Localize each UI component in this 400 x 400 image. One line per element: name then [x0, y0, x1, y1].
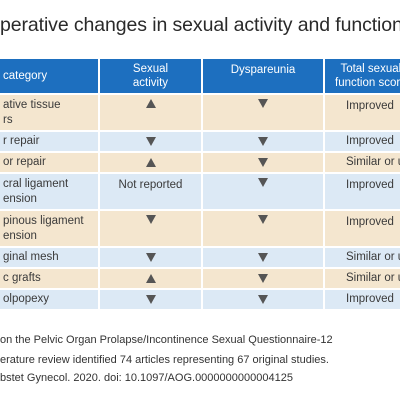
arrow-down-icon: [258, 178, 268, 187]
arrow-down-icon: [145, 137, 156, 146]
footnote-line: on the Pelvic Organ Prolapse/Incontinenc…: [0, 334, 333, 346]
row-category: or repair: [0, 153, 98, 172]
header-total-score: Total sexual function score: [325, 59, 400, 93]
arrow-down-icon: [145, 295, 156, 304]
row-dyspareunia: [203, 290, 323, 309]
table-row: pinous ligament ension Improved: [0, 211, 400, 246]
row-dyspareunia: [203, 211, 323, 246]
row-sexual-activity: [100, 248, 201, 267]
table-row: cral ligament ension Not reported Improved: [0, 174, 400, 209]
row-category: ginal mesh: [0, 248, 98, 267]
row-sexual-activity: [100, 132, 201, 151]
header-category: category: [0, 59, 98, 93]
arrow-down-icon: [258, 215, 268, 224]
row-sexual-activity: [100, 153, 201, 172]
table-row: ginal mesh Similar or unchan: [0, 248, 400, 267]
row-total-score: Improved: [325, 95, 400, 130]
row-total-score: Similar or unchan: [325, 248, 400, 267]
table-row: or repair Similar or unchan: [0, 153, 400, 172]
row-category: olpopexy: [0, 290, 98, 309]
table-row: olpopexy Improved: [0, 290, 400, 309]
row-total-score: Similar or unchan: [325, 153, 400, 172]
row-total-score: Improved: [325, 174, 400, 209]
row-total-score: Similar or unchan: [325, 269, 400, 288]
header-dyspareunia: Dyspareunia: [203, 59, 323, 93]
arrow-down-icon: [258, 158, 268, 167]
footnote-line: bstet Gynecol. 2020. doi: 10.1097/AOG.00…: [0, 372, 293, 384]
row-total-score: Improved: [325, 132, 400, 151]
row-category: r repair: [0, 132, 98, 151]
row-dyspareunia: [203, 174, 323, 209]
table-row: ative tissue rs Improved: [0, 95, 400, 130]
arrow-down-icon: [258, 274, 268, 283]
row-dyspareunia: [203, 153, 323, 172]
table-row: r repair Improved: [0, 132, 400, 151]
row-category: pinous ligament ension: [0, 211, 98, 246]
arrow-down-icon: [145, 253, 156, 262]
row-dyspareunia: [203, 269, 323, 288]
table-title: perative changes in sexual activity and …: [0, 14, 400, 36]
row-dyspareunia: [203, 95, 323, 130]
row-total-score: Improved: [325, 290, 400, 309]
row-total-score: Improved: [325, 211, 400, 246]
row-dyspareunia: [203, 248, 323, 267]
row-sexual-activity: [100, 95, 201, 130]
arrow-down-icon: [258, 295, 268, 304]
footnote-line: erature review identified 74 articles re…: [0, 354, 329, 366]
row-dyspareunia: [203, 132, 323, 151]
arrow-down-icon: [258, 99, 268, 108]
arrow-down-icon: [145, 215, 156, 224]
arrow-up-icon: [145, 158, 156, 167]
arrow-up-icon: [145, 99, 156, 108]
row-category: ative tissue rs: [0, 95, 98, 130]
arrow-up-icon: [145, 274, 156, 283]
row-category: cral ligament ension: [0, 174, 98, 209]
row-sexual-activity: [100, 211, 201, 246]
header-total-score-label: Total sexual function score: [335, 63, 400, 89]
row-sexual-activity: [100, 269, 201, 288]
row-category: c grafts: [0, 269, 98, 288]
row-sexual-activity: Not reported: [100, 174, 201, 209]
not-reported-label: Not reported: [118, 179, 183, 191]
header-sexual-activity: Sexual activity: [100, 59, 201, 93]
header-sexual-activity-label: Sexual activity: [132, 63, 169, 89]
table-row: c grafts Similar or unchan: [0, 269, 400, 288]
row-sexual-activity: [100, 290, 201, 309]
arrow-down-icon: [258, 253, 268, 262]
arrow-down-icon: [258, 137, 268, 146]
